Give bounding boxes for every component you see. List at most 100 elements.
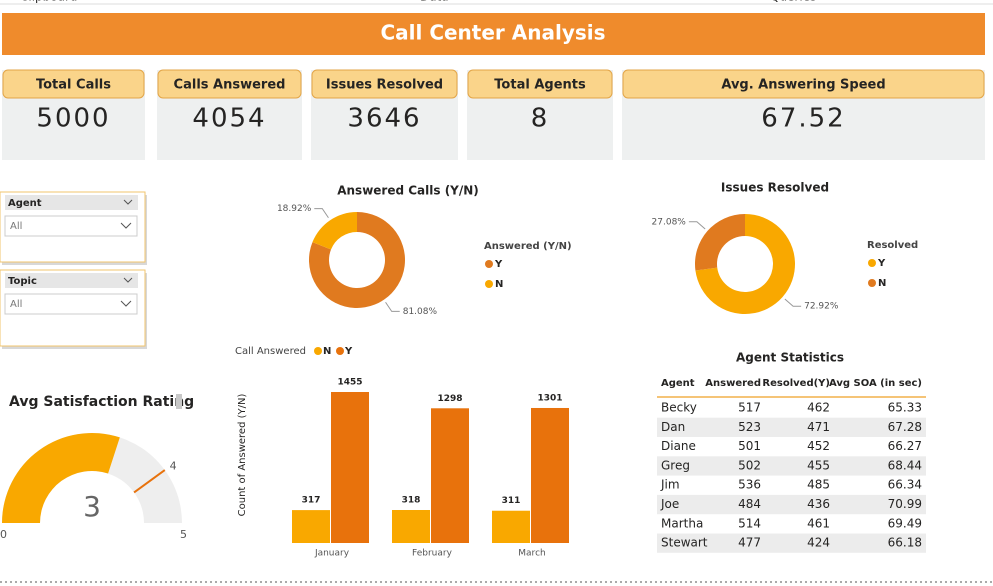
table-cell: 514 xyxy=(738,516,761,530)
column-header: Answered xyxy=(705,378,761,389)
title-accent xyxy=(176,394,182,409)
y-axis-label: Count of Answered (Y/N) xyxy=(237,394,248,517)
slicer-header-bg xyxy=(5,273,138,288)
chart-title: Answered Calls (Y/N) xyxy=(337,184,479,198)
table-cell: 471 xyxy=(807,420,830,434)
donut-slice xyxy=(312,212,357,250)
bar xyxy=(431,408,469,543)
leader-line xyxy=(385,301,400,312)
gauge-value xyxy=(2,432,120,523)
bar xyxy=(492,510,530,543)
legend-marker xyxy=(485,260,493,268)
kpi-header xyxy=(622,69,985,99)
data-label: 72.92% xyxy=(804,302,839,312)
row-stripe xyxy=(657,417,926,437)
gauge-target xyxy=(133,469,166,494)
data-label: 18.92% xyxy=(277,204,312,214)
gauge-max-label: 5 xyxy=(180,528,187,541)
table-cell: 436 xyxy=(807,497,830,511)
table-cell: 462 xyxy=(807,401,830,415)
table-title: Agent Statistics xyxy=(736,351,844,365)
slicer-header-bg xyxy=(5,195,138,210)
x-tick-label: February xyxy=(412,549,453,559)
bar xyxy=(331,392,369,543)
table-cell: 501 xyxy=(738,439,761,453)
table-cell: 461 xyxy=(807,516,830,530)
legend-title: Resolved xyxy=(867,240,918,251)
table-cell: 67.28 xyxy=(888,420,922,434)
column-header: Avg SOA (in sec) xyxy=(829,378,922,389)
table-cell: Dan xyxy=(661,420,685,434)
legend-marker xyxy=(485,280,493,288)
legend-label: N xyxy=(495,279,503,290)
chevron xyxy=(120,222,132,229)
gauge-value-label: 3 xyxy=(83,490,101,523)
title-bar xyxy=(2,13,985,55)
column-header: Resolved(Y) xyxy=(762,378,830,389)
table-cell: 517 xyxy=(738,401,761,415)
data-label: 81.08% xyxy=(403,307,438,317)
slicer-dropdown[interactable] xyxy=(4,293,138,315)
slicer-dropdown[interactable] xyxy=(4,215,138,237)
donut-slice xyxy=(695,214,745,271)
ribbon-label: Clipboard xyxy=(20,0,77,4)
kpi-header xyxy=(2,69,145,99)
legend-title: Call Answered xyxy=(235,346,306,357)
kpi-label: Total Agents xyxy=(494,78,586,93)
legend-marker xyxy=(868,279,876,287)
data-label: 311 xyxy=(502,496,521,506)
data-label: 27.08% xyxy=(652,217,687,227)
table-cell: 536 xyxy=(738,478,761,492)
slicer-value: All xyxy=(10,299,22,310)
data-label: 318 xyxy=(402,495,421,505)
table-cell: Jim xyxy=(660,478,680,492)
data-label: 317 xyxy=(302,496,321,506)
table-cell: 484 xyxy=(738,497,761,511)
x-tick-label: March xyxy=(518,549,545,559)
kpi-value: 67.52 xyxy=(761,104,845,134)
kpi-header xyxy=(157,69,302,99)
table-cell: 485 xyxy=(807,478,830,492)
table-cell: Becky xyxy=(661,401,697,415)
chevron xyxy=(123,277,133,283)
legend-label: Y xyxy=(344,346,353,357)
table-cell: 69.49 xyxy=(888,516,922,530)
table-cell: Greg xyxy=(661,458,690,472)
table-cell: 452 xyxy=(807,439,830,453)
chevron xyxy=(120,300,132,307)
kpi-value: 3646 xyxy=(347,104,421,134)
bar xyxy=(392,509,430,543)
table-cell: Diane xyxy=(661,439,696,453)
row-stripe xyxy=(657,494,926,515)
leader-line xyxy=(688,221,706,230)
table-cell: 477 xyxy=(738,536,761,550)
legend-label: Y xyxy=(877,258,886,269)
slicer-value: All xyxy=(10,221,22,232)
row-stripe xyxy=(657,456,926,476)
kpi-header xyxy=(467,69,613,99)
kpi-header xyxy=(311,69,458,99)
data-label: 1455 xyxy=(337,378,362,388)
data-label: 1298 xyxy=(437,394,462,404)
legend-marker xyxy=(336,347,344,355)
ribbon-label: Queries xyxy=(770,0,816,4)
bar xyxy=(292,510,330,543)
row-stripe xyxy=(657,533,926,553)
ribbon-label: Data xyxy=(420,0,449,4)
legend-label: N xyxy=(323,346,331,357)
chart-title: Avg Satisfaction Rating xyxy=(9,394,194,410)
target-label: 4 xyxy=(170,460,177,473)
leader-line xyxy=(314,208,329,219)
gauge-min-label: 0 xyxy=(0,528,7,541)
table-cell: Stewart xyxy=(661,536,708,550)
table-cell: 66.27 xyxy=(888,439,922,453)
table-cell: 65.33 xyxy=(888,401,922,415)
kpi-label: Calls Answered xyxy=(174,78,286,93)
donut-slice xyxy=(309,212,405,308)
table-cell: 70.99 xyxy=(888,497,922,511)
kpi-label: Avg. Answering Speed xyxy=(721,78,885,93)
table-cell: 66.18 xyxy=(888,536,922,550)
legend-label: N xyxy=(878,278,886,289)
legend-marker xyxy=(868,259,876,267)
donut-slice xyxy=(695,214,795,314)
